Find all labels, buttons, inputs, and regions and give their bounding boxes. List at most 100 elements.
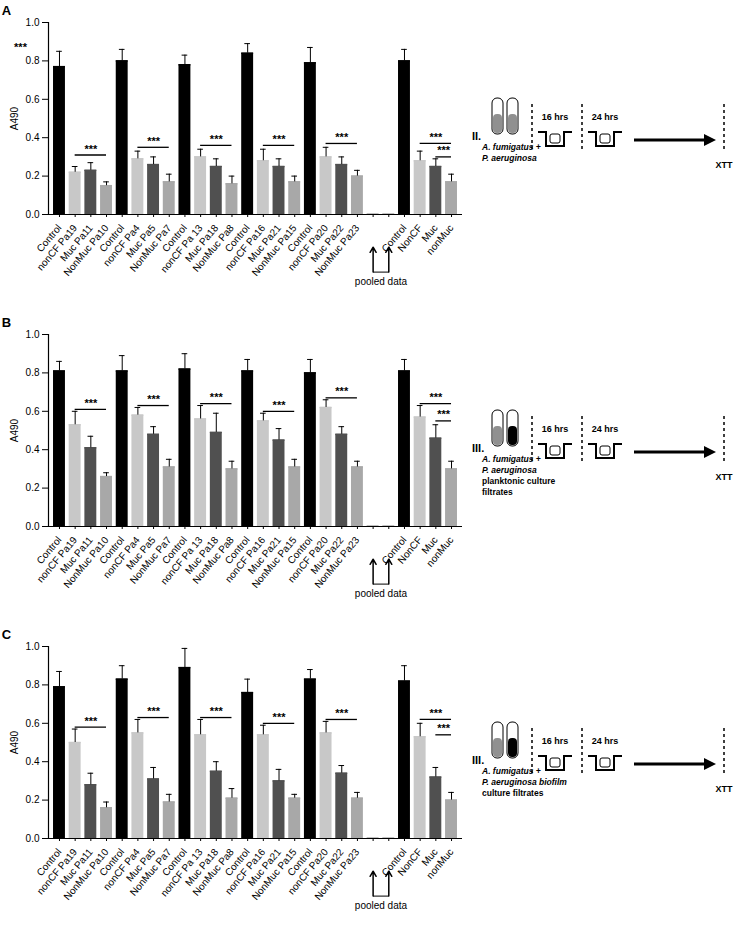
- svg-text:***: ***: [429, 131, 443, 143]
- svg-text:***: ***: [429, 707, 443, 719]
- svg-text:XTT: XTT: [716, 784, 734, 794]
- svg-text:nonCF Pa20: nonCF Pa20: [285, 846, 331, 897]
- svg-text:***: ***: [147, 135, 161, 147]
- svg-text:24 hrs: 24 hrs: [592, 736, 619, 746]
- svg-text:***: ***: [429, 391, 443, 403]
- svg-text:A490: A490: [9, 418, 20, 442]
- svg-text:XTT: XTT: [716, 472, 734, 482]
- svg-text:nonCF Pa19: nonCF Pa19: [34, 846, 80, 897]
- svg-text:nonCF Pa16: nonCF Pa16: [222, 846, 268, 897]
- svg-text:NonMuc Pa23: NonMuc Pa23: [312, 222, 361, 278]
- svg-text:NonMuc Pa15: NonMuc Pa15: [249, 534, 299, 590]
- svg-text:XTT: XTT: [716, 160, 734, 170]
- svg-text:0.4: 0.4: [26, 756, 40, 767]
- svg-text:0.2: 0.2: [26, 794, 40, 805]
- svg-text:filtrates: filtrates: [482, 487, 513, 497]
- svg-text:0.0: 0.0: [26, 833, 40, 844]
- svg-text:NonMuc Pa15: NonMuc Pa15: [249, 846, 299, 902]
- svg-text:NonMuc Pa8: NonMuc Pa8: [190, 846, 236, 898]
- svg-text:1.0: 1.0: [26, 329, 40, 340]
- svg-text:A490: A490: [9, 730, 20, 754]
- svg-text:nonCF Pa19: nonCF Pa19: [34, 534, 80, 585]
- svg-text:III.: III.: [472, 754, 484, 766]
- svg-text:16 hrs: 16 hrs: [542, 736, 569, 746]
- svg-text:planktonic culture: planktonic culture: [482, 476, 555, 486]
- svg-text:nonCF Pa19: nonCF Pa19: [34, 222, 80, 273]
- svg-text:P. aeruginosa: P. aeruginosa: [482, 153, 537, 163]
- svg-text:0.0: 0.0: [26, 521, 40, 532]
- svg-text:NonMuc Pa8: NonMuc Pa8: [190, 222, 236, 274]
- svg-text:***: ***: [437, 722, 451, 734]
- svg-text:NonMuc Pa15: NonMuc Pa15: [249, 222, 299, 278]
- svg-text:pooled data: pooled data: [355, 900, 408, 911]
- svg-text:NonMuc Pa23: NonMuc Pa23: [312, 846, 361, 902]
- svg-text:0.4: 0.4: [26, 444, 40, 455]
- svg-text:nonCF Pa 13: nonCF Pa 13: [158, 846, 205, 899]
- svg-text:0.2: 0.2: [26, 482, 40, 493]
- svg-text:***: ***: [84, 143, 98, 155]
- svg-text:0.4: 0.4: [26, 132, 40, 143]
- svg-text:***: ***: [210, 133, 224, 145]
- svg-text:0.2: 0.2: [26, 170, 40, 181]
- svg-text:16 hrs: 16 hrs: [542, 112, 569, 122]
- svg-text:0.8: 0.8: [26, 55, 40, 66]
- svg-text:0.0: 0.0: [26, 209, 40, 220]
- svg-text:B: B: [2, 315, 11, 330]
- svg-text:***: ***: [335, 707, 349, 719]
- svg-text:A490: A490: [9, 106, 20, 130]
- svg-text:II.: II.: [472, 130, 481, 142]
- svg-text:nonCF Pa20: nonCF Pa20: [285, 534, 331, 585]
- svg-text:0.8: 0.8: [26, 367, 40, 378]
- svg-text:NonMuc Pa7: NonMuc Pa7: [127, 222, 174, 274]
- svg-text:NonMuc Pa10: NonMuc Pa10: [61, 222, 111, 278]
- svg-text:***: ***: [273, 133, 287, 145]
- svg-text:nonCF Pa20: nonCF Pa20: [285, 222, 331, 273]
- svg-text:NonMuc Pa7: NonMuc Pa7: [127, 534, 174, 586]
- svg-text:nonCF Pa4: nonCF Pa4: [100, 534, 142, 581]
- svg-text:nonMuc: nonMuc: [424, 846, 455, 880]
- svg-text:***: ***: [273, 399, 287, 411]
- svg-text:P. aeruginosa: P. aeruginosa: [482, 465, 537, 475]
- svg-text:24 hrs: 24 hrs: [592, 424, 619, 434]
- svg-text:***: ***: [335, 131, 349, 143]
- svg-text:***: ***: [437, 144, 451, 156]
- svg-text:0.8: 0.8: [26, 679, 40, 690]
- svg-text:pooled data: pooled data: [355, 588, 408, 599]
- svg-text:nonCF Pa 13: nonCF Pa 13: [158, 534, 205, 587]
- svg-text:0.6: 0.6: [26, 406, 40, 417]
- svg-text:P. aeruginosa biofilm: P. aeruginosa biofilm: [482, 777, 567, 787]
- svg-text:1.0: 1.0: [26, 641, 40, 652]
- svg-text:III.: III.: [472, 442, 484, 454]
- svg-text:***: ***: [14, 41, 28, 53]
- svg-text:nonCF Pa 13: nonCF Pa 13: [158, 222, 205, 275]
- svg-text:***: ***: [210, 705, 224, 717]
- svg-text:culture filtrates: culture filtrates: [482, 788, 544, 798]
- svg-text:nonCF Pa16: nonCF Pa16: [222, 222, 268, 273]
- svg-text:NonMuc Pa10: NonMuc Pa10: [61, 534, 111, 590]
- svg-text:nonMuc: nonMuc: [424, 222, 455, 256]
- svg-text:nonMuc: nonMuc: [424, 534, 455, 568]
- svg-text:NonMuc Pa10: NonMuc Pa10: [61, 846, 111, 902]
- svg-text:NonMuc Pa7: NonMuc Pa7: [127, 846, 174, 898]
- svg-text:***: ***: [437, 408, 451, 420]
- svg-text:***: ***: [84, 715, 98, 727]
- svg-text:***: ***: [335, 385, 349, 397]
- svg-text:***: ***: [147, 393, 161, 405]
- svg-text:NonMuc Pa8: NonMuc Pa8: [190, 534, 236, 586]
- svg-text:***: ***: [147, 705, 161, 717]
- svg-text:16 hrs: 16 hrs: [542, 424, 569, 434]
- svg-text:nonCF Pa4: nonCF Pa4: [100, 222, 142, 269]
- svg-text:***: ***: [84, 397, 98, 409]
- svg-text:NonMuc Pa23: NonMuc Pa23: [312, 534, 361, 590]
- svg-text:nonCF Pa4: nonCF Pa4: [100, 846, 142, 893]
- svg-text:24 hrs: 24 hrs: [592, 112, 619, 122]
- svg-text:A: A: [2, 3, 12, 18]
- svg-text:0.6: 0.6: [26, 718, 40, 729]
- svg-text:***: ***: [273, 711, 287, 723]
- svg-text:pooled data: pooled data: [355, 276, 408, 287]
- svg-text:C: C: [2, 627, 12, 642]
- svg-text:0.6: 0.6: [26, 94, 40, 105]
- svg-text:1.0: 1.0: [26, 17, 40, 28]
- svg-text:nonCF Pa16: nonCF Pa16: [222, 534, 268, 585]
- svg-text:***: ***: [210, 391, 224, 403]
